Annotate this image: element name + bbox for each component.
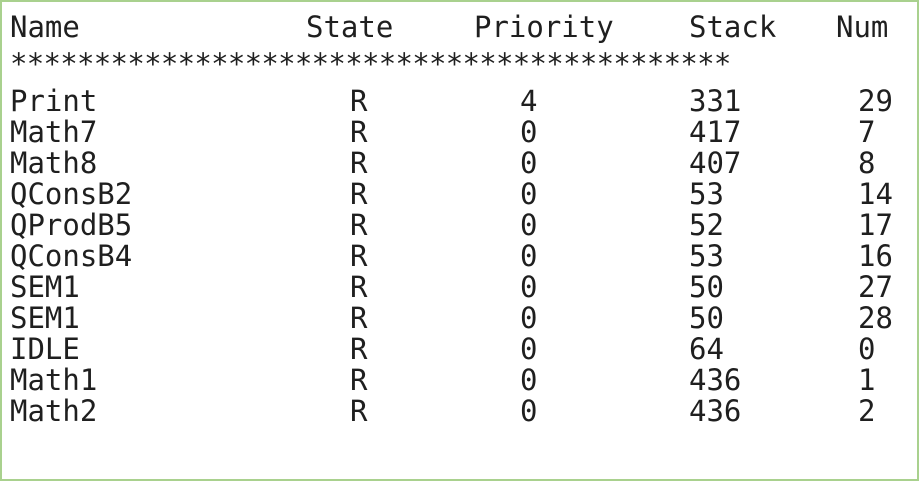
cell-priority: 0 [520, 208, 538, 242]
cell-name: IDLE [10, 332, 80, 366]
cell-num: 27 [858, 270, 893, 304]
cell-num: 0 [858, 332, 876, 366]
cell-stack: 50 [689, 270, 724, 304]
cell-priority: 0 [520, 394, 538, 428]
cell-state: R [350, 115, 368, 149]
cell-state: R [350, 239, 368, 273]
cell-num: 29 [858, 84, 893, 118]
cell-stack: 64 [689, 332, 724, 366]
cell-name: Math7 [10, 115, 98, 149]
cell-stack: 331 [689, 84, 742, 118]
cell-state: R [350, 270, 368, 304]
header-state: State [306, 10, 394, 44]
cell-priority: 0 [520, 146, 538, 180]
cell-name: QConsB2 [10, 177, 133, 211]
cell-priority: 0 [520, 332, 538, 366]
cell-state: R [350, 332, 368, 366]
cell-priority: 0 [520, 115, 538, 149]
cell-num: 28 [858, 301, 893, 335]
cell-stack: 436 [689, 363, 742, 397]
cell-stack: 53 [689, 177, 724, 211]
table-row: Math2 R 0 436 2 [2, 394, 917, 428]
cell-state: R [350, 208, 368, 242]
header-name: Name [10, 10, 80, 44]
table-body: Print R 4 331 29 Math7 R 0 417 7 Math8 R 0 407 8 QConsB… [2, 84, 917, 428]
cell-stack: 52 [689, 208, 724, 242]
cell-state: R [350, 363, 368, 397]
cell-num: 2 [858, 394, 876, 428]
header-priority: Priority [474, 10, 614, 44]
cell-state: R [350, 394, 368, 428]
separator-line: ****************************************… [10, 52, 731, 76]
cell-priority: 0 [520, 177, 538, 211]
cell-num: 7 [858, 115, 876, 149]
cell-stack: 50 [689, 301, 724, 335]
cell-num: 16 [858, 239, 893, 273]
cell-name: Math8 [10, 146, 98, 180]
table-row: QProdB5 R 0 52 17 [2, 208, 917, 242]
cell-name: Math2 [10, 394, 98, 428]
cell-num: 8 [858, 146, 876, 180]
cell-state: R [350, 146, 368, 180]
cell-priority: 0 [520, 363, 538, 397]
header-stack: Stack [689, 10, 777, 44]
table-row: Print R 4 331 29 [2, 84, 917, 118]
table-row: IDLE R 0 64 0 [2, 332, 917, 366]
cell-name: SEM1 [10, 270, 80, 304]
cell-priority: 4 [520, 84, 538, 118]
table-row: SEM1 R 0 50 28 [2, 301, 917, 335]
cell-stack: 407 [689, 146, 742, 180]
cell-num: 17 [858, 208, 893, 242]
table-row: Math7 R 0 417 7 [2, 115, 917, 149]
cell-state: R [350, 177, 368, 211]
cell-num: 1 [858, 363, 876, 397]
cell-name: SEM1 [10, 301, 80, 335]
cell-stack: 53 [689, 239, 724, 273]
table-row: QConsB4 R 0 53 16 [2, 239, 917, 273]
table-row: QConsB2 R 0 53 14 [2, 177, 917, 211]
cell-name: QProdB5 [10, 208, 133, 242]
table-row: Math8 R 0 407 8 [2, 146, 917, 180]
cell-name: QConsB4 [10, 239, 133, 273]
cell-name: Math1 [10, 363, 98, 397]
table-header-row: Name State Priority Stack Num [2, 10, 917, 46]
cell-name: Print [10, 84, 98, 118]
cell-stack: 417 [689, 115, 742, 149]
header-num: Num [836, 10, 889, 44]
table-row: Math1 R 0 436 1 [2, 363, 917, 397]
table-row: SEM1 R 0 50 27 [2, 270, 917, 304]
cell-num: 14 [858, 177, 893, 211]
cell-stack: 436 [689, 394, 742, 428]
cell-state: R [350, 301, 368, 335]
cell-priority: 0 [520, 239, 538, 273]
cell-state: R [350, 84, 368, 118]
cell-priority: 0 [520, 301, 538, 335]
cell-priority: 0 [520, 270, 538, 304]
